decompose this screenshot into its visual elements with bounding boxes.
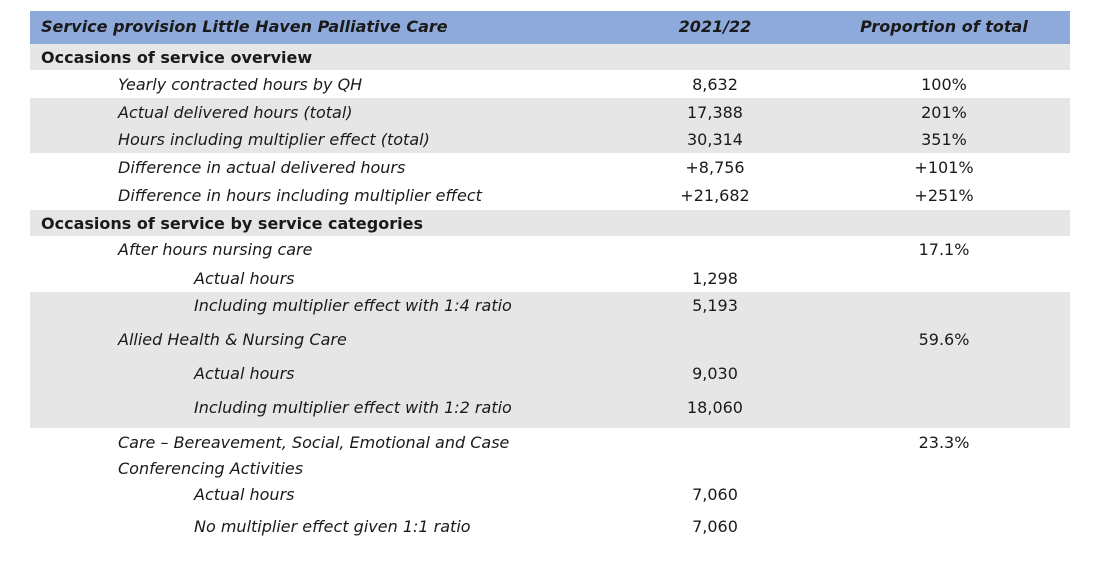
table-row: Hours including multiplier effect (total…	[30, 126, 1070, 153]
row-label: Difference in hours including multiplier…	[118, 186, 482, 205]
row-proportion: +251%	[914, 186, 974, 205]
row-value: 18,060	[687, 398, 743, 417]
category-proportion: 17.1%	[918, 240, 970, 259]
category-proportion: 23.3%	[918, 433, 970, 452]
section-heading-categories: Occasions of service by service categori…	[30, 210, 1070, 236]
table-row: Difference in hours including multiplier…	[30, 181, 1070, 210]
column-header-proportion: Proportion of total	[860, 17, 1028, 36]
row-value: 9,030	[692, 364, 738, 383]
service-provision-table: Service provision Little Haven Palliativ…	[30, 11, 1070, 543]
category-proportion: 59.6%	[918, 330, 970, 349]
row-proportion: 351%	[921, 130, 967, 149]
row-value: 5,193	[692, 296, 738, 315]
table-row: Actual delivered hours (total) 17,388 20…	[30, 98, 1070, 126]
row-value: 7,060	[692, 517, 738, 536]
row-proportion: +101%	[914, 158, 974, 177]
row-value: +8,756	[685, 158, 745, 177]
row-value: 30,314	[687, 130, 743, 149]
category-row-after-hours: After hours nursing care 17.1%	[30, 236, 1070, 264]
row-label: Actual hours	[194, 485, 295, 504]
row-proportion: 201%	[921, 103, 967, 122]
row-value: 7,060	[692, 485, 738, 504]
gray-block: Including multiplier effect with 1:4 rat…	[30, 292, 1070, 428]
category-label-line1: Care – Bereavement, Social, Emotional an…	[118, 433, 510, 452]
category-label-line2: Conferencing Activities	[118, 459, 304, 478]
section-heading-label: Occasions of service overview	[41, 48, 313, 67]
row-label: Actual hours	[194, 269, 295, 288]
category-label: Allied Health & Nursing Care	[118, 330, 347, 349]
row-proportion: 100%	[921, 75, 967, 94]
row-value: 8,632	[692, 75, 738, 94]
column-header-year: 2021/22	[678, 17, 752, 36]
category-block-care: Care – Bereavement, Social, Emotional an…	[30, 428, 1070, 543]
row-label: Difference in actual delivered hours	[118, 158, 406, 177]
row-label: Actual delivered hours (total)	[118, 103, 353, 122]
table-row: Difference in actual delivered hours +8,…	[30, 153, 1070, 181]
row-label: No multiplier effect given 1:1 ratio	[194, 517, 471, 536]
table-header-row: Service provision Little Haven Palliativ…	[30, 11, 1070, 44]
section-heading-label: Occasions of service by service categori…	[41, 214, 423, 233]
row-label: Including multiplier effect with 1:4 rat…	[194, 296, 512, 315]
category-label: After hours nursing care	[118, 240, 313, 259]
row-label: Hours including multiplier effect (total…	[118, 130, 430, 149]
row-value: 1,298	[692, 269, 738, 288]
table-row: Yearly contracted hours by QH 8,632 100%	[30, 70, 1070, 98]
table-row: Actual hours 1,298	[30, 264, 1070, 292]
row-label: Actual hours	[194, 364, 295, 383]
row-label: Yearly contracted hours by QH	[118, 75, 363, 94]
row-label: Including multiplier effect with 1:2 rat…	[194, 398, 512, 417]
table-title: Service provision Little Haven Palliativ…	[41, 17, 448, 36]
section-heading-overview: Occasions of service overview	[30, 44, 1070, 70]
row-value: 17,388	[687, 103, 743, 122]
row-value: +21,682	[680, 186, 750, 205]
